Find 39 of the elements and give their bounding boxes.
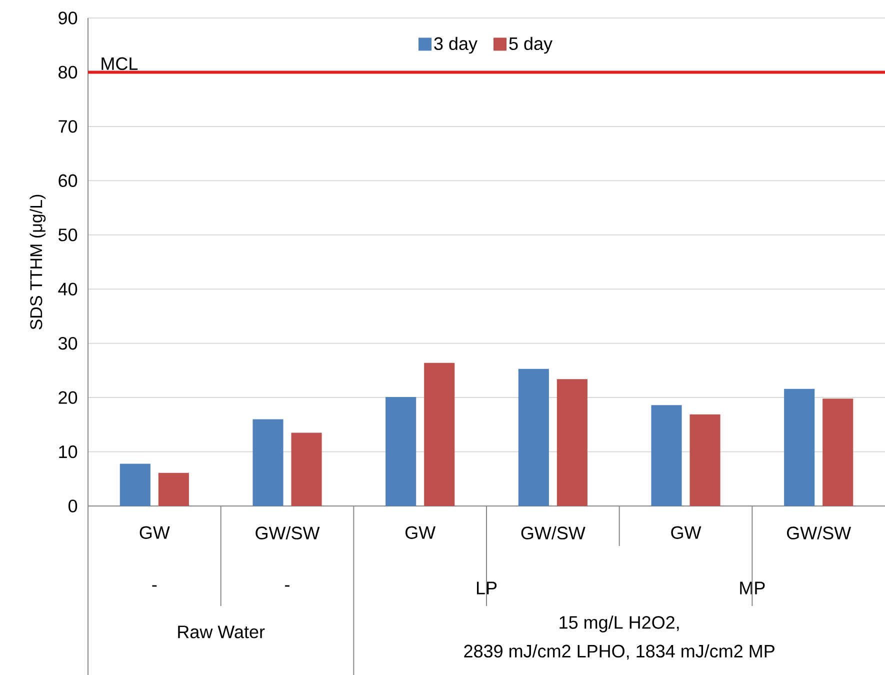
x-tick-label: GW: [671, 526, 702, 539]
bar: [386, 397, 416, 506]
text: Raw Water: [178, 626, 265, 638]
text: 2839 mJ/cm2 LPHO, 1834 mJ/cm2 MP: [464, 644, 774, 660]
x-tick-label: GW/SW: [256, 526, 320, 540]
bar: [158, 472, 189, 506]
text: 15 mg/L H2O2,: [560, 616, 679, 632]
x-tick-label: GW/SW: [521, 526, 586, 540]
y-tick-label: 50: [58, 228, 78, 242]
bar: [424, 362, 455, 506]
bar: [556, 379, 588, 506]
legend-label: 5 day: [509, 36, 552, 54]
text: -: [152, 585, 157, 587]
bar: [120, 464, 150, 506]
text: LP: [476, 582, 497, 594]
bar: [822, 398, 854, 506]
legend-label: 3 day: [434, 36, 478, 54]
y-tick-label: 90: [58, 12, 78, 24]
bar: [252, 419, 284, 506]
y-tick-label: 0: [68, 500, 78, 512]
x-tick-label: GW/SW: [787, 526, 852, 540]
y-tick-label: 40: [58, 282, 78, 296]
bar: [690, 414, 720, 506]
y-tick-label: 30: [58, 336, 78, 350]
bar: [651, 405, 682, 506]
y-tick-label: 70: [58, 120, 78, 133]
x-tick-label: GW: [406, 526, 436, 539]
y-tick-label: 20: [58, 391, 78, 404]
bar: [784, 388, 815, 506]
ref-line-label: MCL: [102, 57, 138, 70]
y-tick-label: 60: [58, 174, 78, 188]
bar: [518, 368, 549, 506]
x-tick-label: GW: [140, 526, 170, 539]
bar: [291, 432, 322, 506]
y-axis-title: SDS TTHM (μg/L): [30, 194, 46, 330]
text: -: [285, 585, 290, 587]
text: MP: [740, 582, 765, 594]
y-tick-label: 80: [58, 66, 78, 79]
y-tick-label: 10: [59, 445, 78, 458]
